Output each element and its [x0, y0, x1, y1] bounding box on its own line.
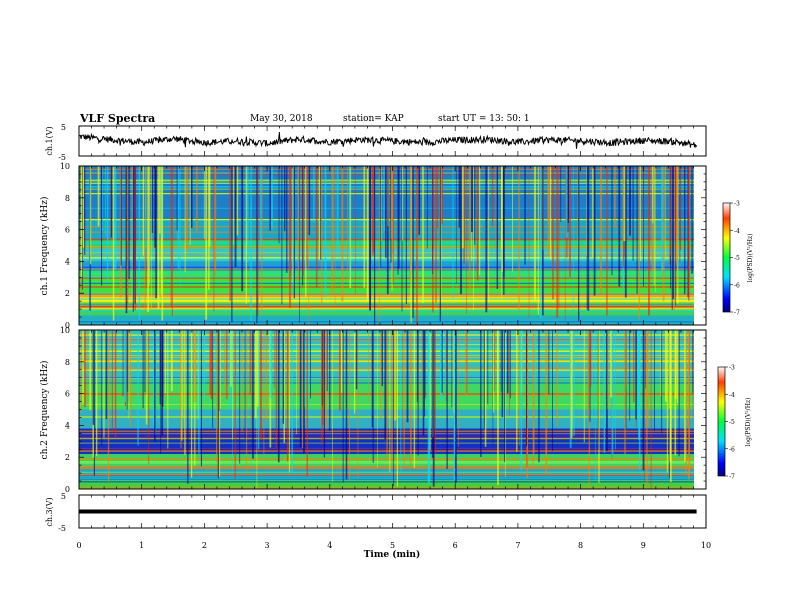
- station-label: station= KAP: [343, 114, 404, 124]
- colorbar-tick-label: -7: [734, 310, 740, 317]
- waveform-ch1-panel: 5 -5 ch.1(V): [45, 123, 707, 162]
- x-tick-labels: 0 1 2 3 4 5 6 7 8 9 10: [76, 541, 711, 550]
- waveform-ch3-panel: 5 -5 ch.3(V): [45, 492, 707, 533]
- ch3-ytick-top: 5: [61, 492, 66, 501]
- colorbar-tick-label: -7: [729, 474, 735, 481]
- freq-tick-label: 8: [65, 194, 70, 203]
- waveform-ch1-line: [78, 132, 698, 149]
- freq-tick-label: 6: [65, 226, 70, 235]
- ch1-spectrogram-ylabel: ch.1 Frequency (kHz): [39, 197, 50, 296]
- ch2-spectrogram-ylabel: ch.2 Frequency (kHz): [39, 361, 50, 460]
- freq-tick-label: 2: [65, 289, 70, 298]
- spectrogram-ch2-image: [79, 330, 706, 489]
- freq-tick-label: 4: [65, 257, 70, 266]
- x-tick-label: 10: [701, 541, 711, 550]
- colorbar-tick-label: -6: [729, 446, 735, 453]
- ch1-ytick-top: 5: [61, 123, 66, 132]
- freq-tick-label: 10: [60, 326, 70, 335]
- start-time-label: start UT = 13: 50: 1: [438, 114, 530, 124]
- spectrogram-ch1-image: [79, 166, 706, 325]
- freq-tick-label: 0: [65, 321, 70, 330]
- colorbar-tick-label: -4: [734, 228, 740, 235]
- freq-tick-label: 8: [65, 358, 70, 367]
- x-tick-label: 1: [139, 541, 144, 550]
- colorbar-ch2: [717, 366, 726, 477]
- x-tick-label: 2: [202, 541, 207, 550]
- x-tick-label: 4: [327, 541, 332, 550]
- freq-tick-label: 4: [65, 421, 70, 430]
- colorbar-tick-label: -5: [729, 419, 735, 426]
- plot-title: VLF Spectra: [80, 112, 156, 125]
- freq-tick-label: 6: [65, 390, 70, 399]
- x-tick-label: 5: [390, 541, 395, 550]
- colorbar-ch1: [722, 202, 731, 313]
- freq-tick-label: 2: [65, 453, 70, 462]
- colorbar-ch2-label: log(PSD)(V²/Hz): [745, 398, 752, 447]
- colorbar-ch1-label: log(PSD)(V²/Hz): [747, 234, 754, 283]
- x-tick-label: 9: [641, 541, 646, 550]
- colorbar-tick-label: -3: [734, 201, 740, 208]
- x-axis-label: Time (min): [364, 549, 421, 560]
- ch1-ytick-bottom: -5: [58, 153, 66, 162]
- x-tick-label: 7: [515, 541, 520, 550]
- ch1-waveform-ylabel: ch.1(V): [45, 126, 54, 155]
- colorbar-tick-label: -6: [734, 282, 740, 289]
- x-tick-label: 3: [265, 541, 270, 550]
- x-tick-label: 0: [76, 541, 81, 550]
- freq-tick-label: 0: [65, 485, 70, 494]
- colorbar-tick-label: -3: [729, 365, 735, 372]
- date-label: May 30, 2018: [250, 114, 313, 124]
- colorbar-tick-label: -4: [729, 392, 735, 399]
- ch3-waveform-ylabel: ch.3(V): [45, 497, 54, 526]
- freq-tick-label: 10: [60, 162, 70, 171]
- x-tick-label: 6: [453, 541, 458, 550]
- colorbar-tick-label: -5: [734, 255, 740, 262]
- x-tick-label: 8: [578, 541, 583, 550]
- ch3-ytick-bottom: -5: [58, 524, 66, 533]
